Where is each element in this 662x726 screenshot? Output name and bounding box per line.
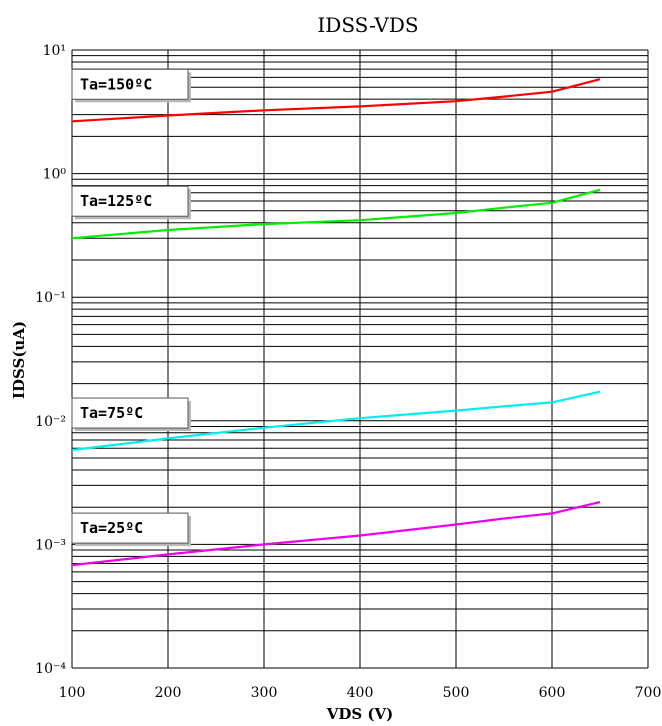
x-tick-label: 200: [155, 685, 182, 701]
x-tick-label: 500: [443, 685, 470, 701]
y-axis-label: IDSS(uA): [10, 321, 28, 399]
x-tick-label: 600: [539, 685, 566, 701]
series-line: [71, 188, 601, 240]
y-tick-label: 10⁻¹: [35, 290, 66, 306]
series-label-text: Ta=75ºC: [80, 404, 143, 422]
x-tick-label: 700: [635, 685, 662, 701]
series-label-box: [71, 512, 189, 544]
y-axis-ticks: 10¹ 10⁰ 10⁻¹ 10⁻² 10⁻³ 10⁻⁴: [35, 43, 66, 677]
series-label: Ta=75ºC: [71, 397, 191, 432]
series-lines: [71, 78, 601, 567]
series-label-text: Ta=25ºC: [80, 519, 143, 537]
y-tick-label: 10⁻⁴: [35, 661, 66, 677]
series-line: [71, 390, 601, 452]
y-tick-label: 10⁻²: [35, 414, 66, 430]
series-label-text: Ta=125ºC: [80, 192, 152, 210]
x-axis-label: VDS (V): [326, 705, 394, 723]
x-tick-label: 400: [347, 685, 374, 701]
series-label-box: [71, 185, 189, 217]
series-label: Ta=25ºC: [71, 512, 191, 547]
series-label: Ta=150ºC: [71, 68, 191, 103]
chart-title: IDSS-VDS: [317, 13, 418, 37]
x-axis-ticks: 100 200 300 400 500 600 700: [59, 685, 662, 701]
series-line: [71, 501, 601, 567]
x-tick-label: 300: [251, 685, 278, 701]
series-label: Ta=125ºC: [71, 185, 191, 220]
series-label-text: Ta=150ºC: [80, 75, 152, 93]
series-line: [71, 78, 601, 123]
y-tick-label: 10⁰: [43, 167, 67, 183]
x-tick-label: 100: [59, 685, 86, 701]
grid: [71, 49, 649, 669]
y-tick-label: 10⁻³: [35, 537, 66, 553]
series-label-box: [71, 397, 189, 429]
series-label-box: [71, 68, 189, 100]
y-tick-label: 10¹: [43, 43, 66, 59]
series-labels: Ta=150ºC Ta=125ºC Ta=75ºC Ta=25ºC: [71, 68, 191, 547]
